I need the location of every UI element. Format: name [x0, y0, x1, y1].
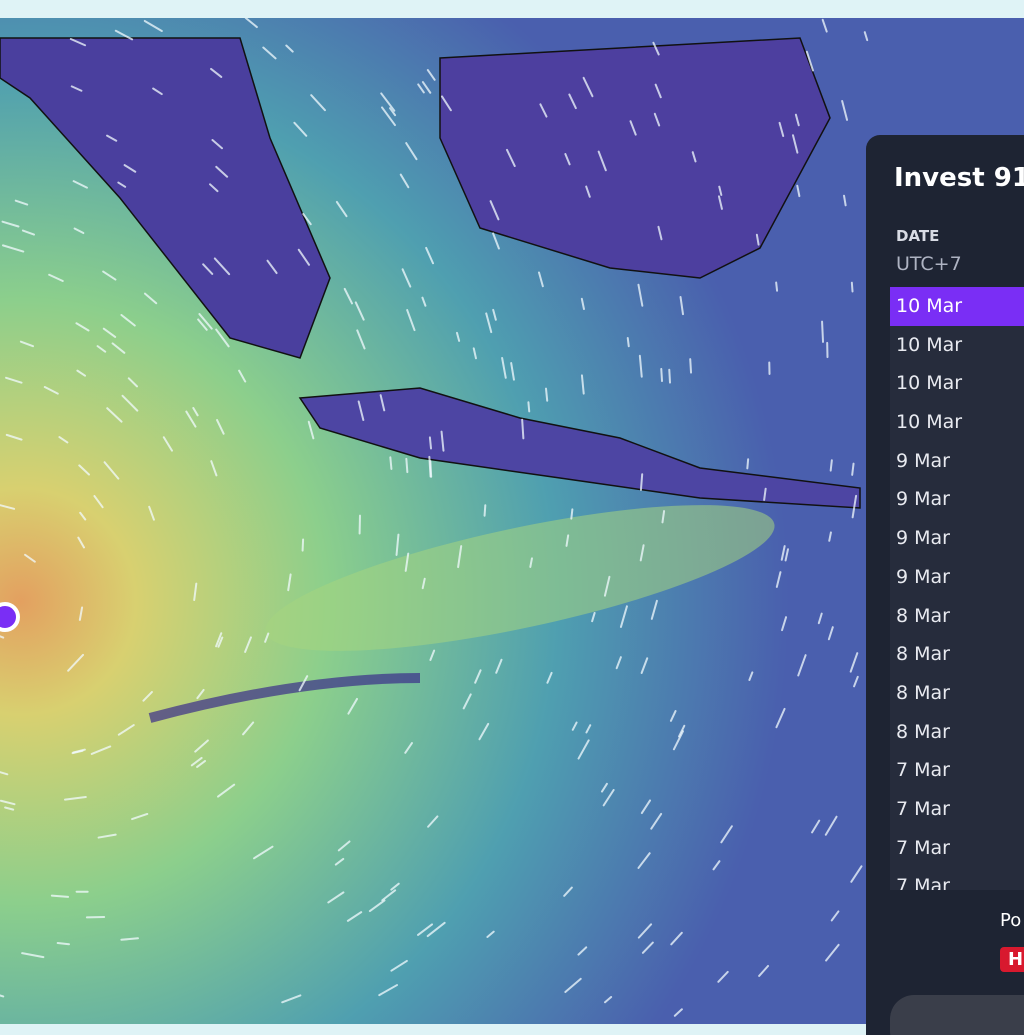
- wind-streak: [852, 283, 853, 292]
- timezone: UTC+7: [896, 253, 962, 275]
- wind-streak: [747, 459, 748, 468]
- date-row[interactable]: 7 Mar: [890, 751, 1024, 790]
- date-header: DATE: [896, 227, 939, 245]
- wind-streak: [52, 896, 68, 897]
- date-row[interactable]: 7 Mar: [890, 790, 1024, 829]
- footer-label: Po: [1000, 910, 1021, 931]
- date-row[interactable]: 7 Mar: [890, 829, 1024, 868]
- wind-streak: [641, 474, 642, 490]
- wind-streak: [822, 322, 823, 342]
- wind-streak: [831, 460, 832, 470]
- wind-streak: [528, 402, 529, 411]
- wind-streak: [522, 420, 523, 439]
- badge: H: [1000, 947, 1024, 972]
- wind-streak: [406, 459, 407, 472]
- wind-streak: [430, 461, 431, 477]
- date-row[interactable]: 9 Mar: [890, 558, 1024, 597]
- wind-streak: [669, 370, 670, 383]
- wind-streak: [390, 457, 391, 469]
- storm-title: Invest 91: [894, 163, 1024, 193]
- date-row[interactable]: 10 Mar: [890, 326, 1024, 365]
- wind-streak: [58, 943, 69, 944]
- wind-streak: [661, 369, 662, 381]
- wind-streak: [776, 282, 777, 290]
- wind-streak: [690, 359, 691, 372]
- storm-marker[interactable]: [0, 604, 18, 630]
- wind-streak: [628, 338, 629, 346]
- date-row[interactable]: 8 Mar: [890, 674, 1024, 713]
- date-row[interactable]: 10 Mar: [890, 287, 1024, 326]
- date-row[interactable]: 9 Mar: [890, 519, 1024, 558]
- wind-streak: [852, 464, 853, 475]
- wind-streak: [303, 539, 304, 550]
- date-row[interactable]: 9 Mar: [890, 442, 1024, 481]
- date-row[interactable]: 7 Mar: [890, 867, 1024, 890]
- date-row[interactable]: 8 Mar: [890, 597, 1024, 636]
- wind-streak: [485, 505, 486, 515]
- date-row[interactable]: 8 Mar: [890, 635, 1024, 674]
- date-row[interactable]: 10 Mar: [890, 403, 1024, 442]
- wind-streak: [430, 437, 431, 448]
- date-row[interactable]: 9 Mar: [890, 480, 1024, 519]
- wind-streak: [546, 389, 547, 401]
- button[interactable]: [890, 995, 1024, 1035]
- date-row[interactable]: 8 Mar: [890, 713, 1024, 752]
- wind-streak: [571, 509, 572, 518]
- date-row[interactable]: 10 Mar: [890, 364, 1024, 403]
